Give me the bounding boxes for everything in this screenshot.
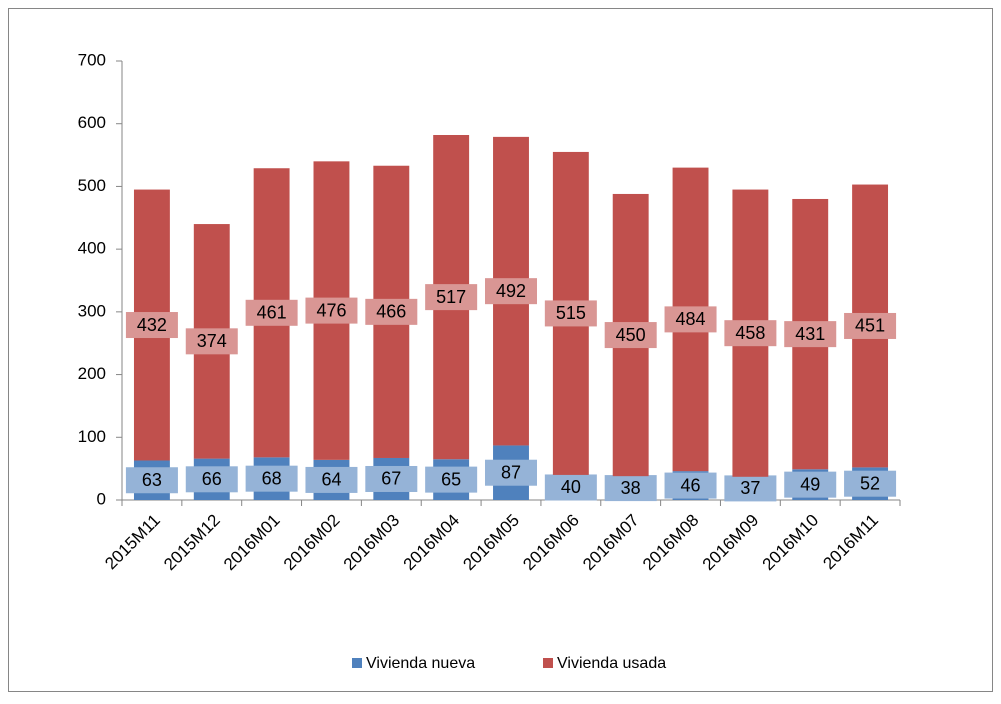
data-label-box [365,298,418,325]
data-label-box [125,467,178,494]
legend-swatch [352,658,362,668]
data-label-box [245,299,298,326]
data-label: 46 [681,475,701,495]
data-label: 37 [740,478,760,498]
data-label-box [604,475,657,502]
data-label-box [724,320,777,347]
y-tick-label: 200 [78,364,106,383]
data-label-box [245,465,298,492]
data-label: 63 [142,470,162,490]
data-label-box [604,322,657,349]
data-label-box [305,297,358,324]
legend-swatch [543,658,553,668]
data-label-box [365,465,418,492]
legend-label: Vivienda nueva [366,655,475,672]
data-label: 87 [501,462,521,482]
y-tick-label: 700 [78,50,106,69]
y-tick-label: 600 [78,113,106,132]
y-tick-label: 300 [78,301,106,320]
data-label: 484 [676,309,706,329]
data-label: 68 [262,468,282,488]
data-label-box [305,466,358,493]
data-label-box [425,284,478,311]
data-label-box [664,306,717,333]
data-label: 450 [616,325,646,345]
data-label: 40 [561,477,581,497]
data-label-box [185,466,238,493]
data-label: 431 [795,324,825,344]
data-label-box [485,459,537,486]
data-label: 492 [496,281,526,301]
data-label: 517 [436,287,466,307]
data-label-box [844,470,897,497]
data-label: 64 [321,470,341,490]
data-label: 461 [257,303,287,323]
data-label: 67 [381,469,401,489]
data-label: 38 [621,478,641,498]
data-label-box [125,312,178,339]
data-label: 432 [137,315,167,335]
data-label-box [425,466,478,493]
data-label-box [544,300,597,327]
data-label: 65 [441,469,461,489]
data-label-box [544,474,597,501]
data-label-box [664,472,717,499]
data-label-box [844,312,897,339]
data-label: 66 [202,469,222,489]
data-label: 374 [197,331,227,351]
legend-label: Vivienda usada [557,655,666,672]
y-tick-label: 100 [78,427,106,446]
data-label-box [784,321,837,348]
data-label: 476 [316,300,346,320]
y-tick-label: 500 [78,176,106,195]
y-tick-label: 400 [78,239,106,258]
data-label: 52 [860,473,880,493]
data-label: 451 [855,316,885,336]
y-tick-label: 0 [97,489,106,508]
data-label: 49 [800,474,820,494]
data-label: 458 [735,323,765,343]
data-label: 466 [376,302,406,322]
data-label-box [724,475,777,502]
data-label: 515 [556,303,586,323]
data-label-box [485,278,537,305]
data-label-box [784,471,837,498]
data-label-box [185,328,238,355]
